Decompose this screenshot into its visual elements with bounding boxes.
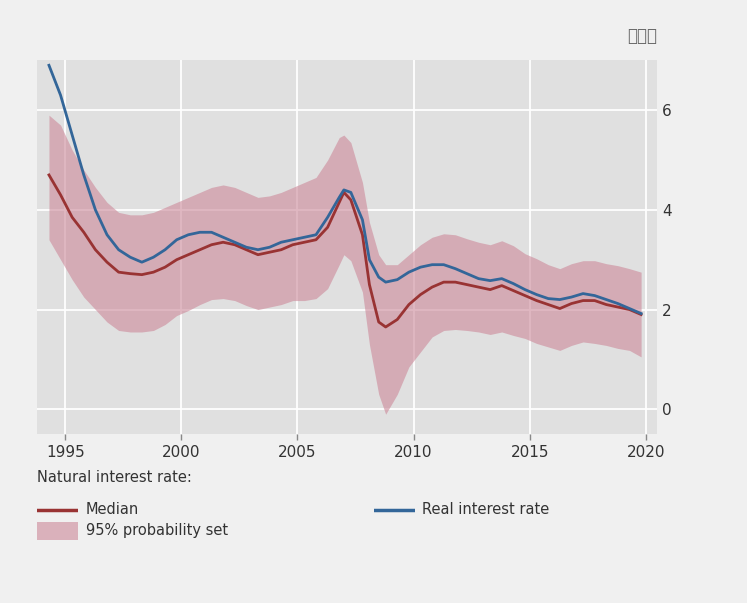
Text: Real interest rate: Real interest rate bbox=[422, 502, 549, 517]
Text: 百分比: 百分比 bbox=[627, 27, 657, 45]
Text: 95% probability set: 95% probability set bbox=[86, 523, 228, 538]
Text: Natural interest rate:: Natural interest rate: bbox=[37, 470, 192, 485]
Text: Median: Median bbox=[86, 502, 139, 517]
